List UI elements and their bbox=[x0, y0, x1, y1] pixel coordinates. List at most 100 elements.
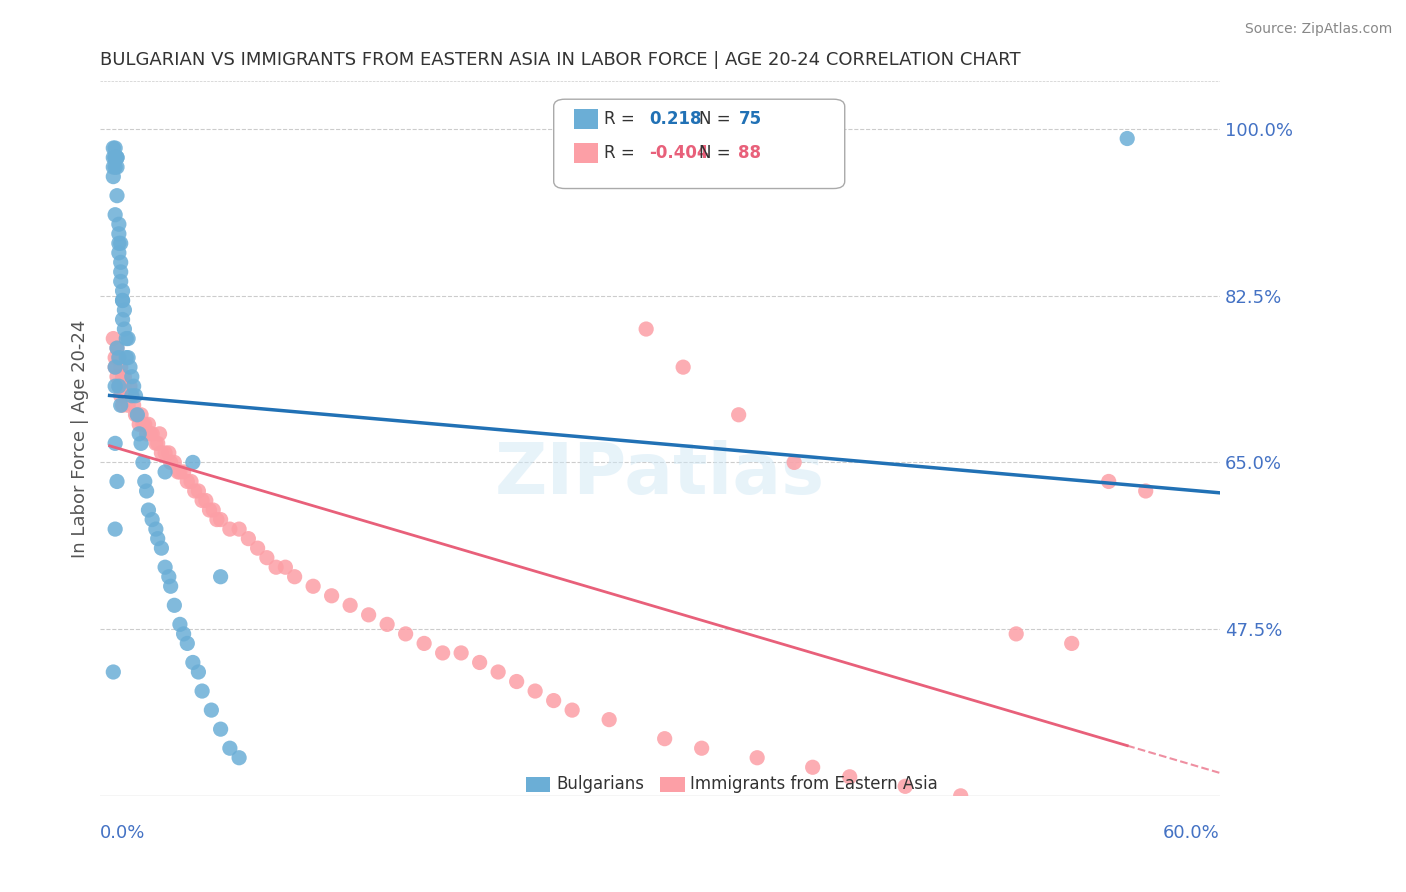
Point bbox=[103, 332, 125, 346]
Point bbox=[209, 570, 232, 584]
Point bbox=[505, 674, 527, 689]
Point bbox=[138, 417, 160, 432]
Point bbox=[141, 512, 163, 526]
Point bbox=[103, 169, 125, 184]
Point bbox=[135, 483, 157, 498]
Point bbox=[135, 426, 157, 441]
Point bbox=[108, 351, 131, 365]
Point bbox=[1005, 627, 1028, 641]
Point bbox=[1098, 475, 1121, 489]
Text: N =: N = bbox=[699, 144, 731, 161]
Point bbox=[218, 522, 240, 536]
Point bbox=[103, 160, 125, 174]
Point bbox=[202, 503, 225, 517]
Point bbox=[543, 693, 565, 707]
Point bbox=[129, 408, 152, 422]
Point bbox=[110, 389, 132, 403]
Point bbox=[117, 398, 139, 412]
Point bbox=[153, 446, 176, 460]
Point bbox=[524, 684, 547, 698]
Point bbox=[191, 684, 214, 698]
Point bbox=[672, 360, 695, 375]
Point bbox=[104, 360, 127, 375]
Point bbox=[105, 341, 128, 355]
Bar bbox=[574, 143, 599, 163]
Point bbox=[128, 426, 150, 441]
Point bbox=[132, 417, 155, 432]
Point bbox=[173, 627, 195, 641]
Point bbox=[127, 408, 149, 422]
Point bbox=[105, 188, 128, 202]
Point bbox=[104, 160, 127, 174]
Point bbox=[413, 636, 436, 650]
Point bbox=[176, 636, 198, 650]
Point bbox=[118, 379, 141, 393]
Bar bbox=[659, 777, 685, 792]
Point bbox=[228, 750, 250, 764]
Point bbox=[134, 475, 156, 489]
Point bbox=[157, 446, 180, 460]
Point bbox=[112, 303, 135, 318]
Point bbox=[228, 522, 250, 536]
Point bbox=[598, 713, 620, 727]
Point bbox=[104, 436, 127, 450]
Bar bbox=[526, 777, 550, 792]
Point bbox=[146, 532, 169, 546]
Point bbox=[103, 151, 125, 165]
Point bbox=[129, 436, 152, 450]
Point bbox=[117, 351, 139, 365]
Point bbox=[112, 322, 135, 336]
Point bbox=[111, 293, 134, 308]
Point bbox=[1116, 131, 1139, 145]
Point bbox=[198, 503, 221, 517]
Point bbox=[264, 560, 287, 574]
Point bbox=[357, 607, 380, 622]
Point bbox=[104, 522, 127, 536]
Text: Bulgarians: Bulgarians bbox=[555, 775, 644, 793]
Point bbox=[104, 208, 127, 222]
Point bbox=[167, 465, 190, 479]
Point bbox=[339, 599, 361, 613]
Point bbox=[111, 398, 134, 412]
Point bbox=[187, 665, 209, 679]
Point bbox=[450, 646, 472, 660]
Point bbox=[159, 579, 181, 593]
Text: 60.0%: 60.0% bbox=[1163, 824, 1220, 842]
Point bbox=[115, 332, 138, 346]
Point bbox=[163, 455, 186, 469]
Point bbox=[191, 493, 214, 508]
Point bbox=[139, 426, 162, 441]
Point bbox=[157, 570, 180, 584]
Point bbox=[104, 151, 127, 165]
Point bbox=[138, 503, 160, 517]
Point bbox=[118, 360, 141, 375]
Point bbox=[104, 351, 127, 365]
Point bbox=[180, 475, 202, 489]
Point bbox=[176, 475, 198, 489]
Point bbox=[321, 589, 343, 603]
Point bbox=[375, 617, 398, 632]
Point bbox=[1135, 483, 1157, 498]
Point bbox=[108, 217, 131, 231]
Point bbox=[209, 512, 232, 526]
Point bbox=[105, 475, 128, 489]
Point bbox=[238, 532, 260, 546]
Point bbox=[145, 436, 167, 450]
Point bbox=[169, 465, 191, 479]
Point bbox=[205, 512, 228, 526]
Point bbox=[104, 141, 127, 155]
Point bbox=[112, 369, 135, 384]
Point bbox=[104, 151, 127, 165]
Point bbox=[121, 389, 143, 403]
Point bbox=[146, 436, 169, 450]
Point bbox=[105, 369, 128, 384]
Point bbox=[654, 731, 676, 746]
Point bbox=[181, 455, 204, 469]
Point bbox=[183, 483, 205, 498]
Point bbox=[108, 236, 131, 251]
Point bbox=[256, 550, 278, 565]
Point bbox=[150, 541, 173, 556]
Point bbox=[104, 379, 127, 393]
Point bbox=[395, 627, 418, 641]
Point bbox=[121, 369, 143, 384]
